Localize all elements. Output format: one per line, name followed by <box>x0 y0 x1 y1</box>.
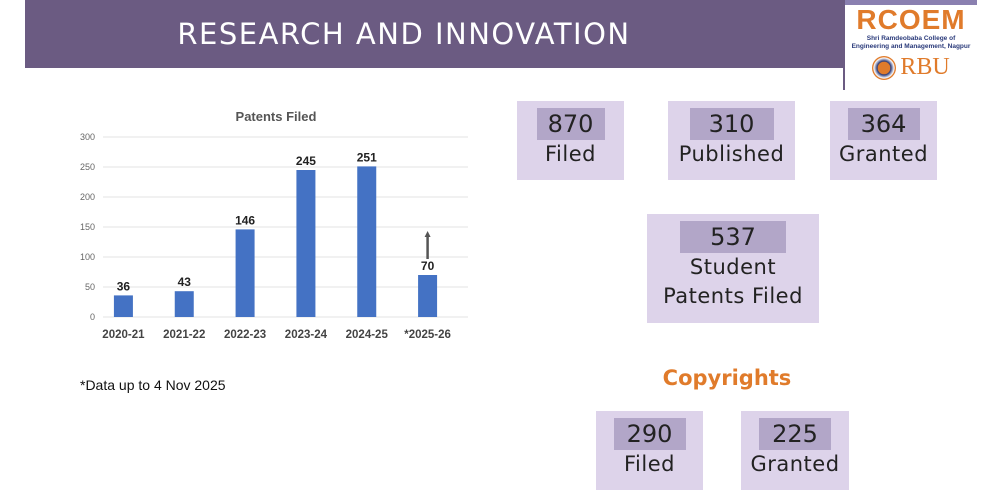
stat-label: Published <box>678 142 785 166</box>
chart-title: Patents Filed <box>236 109 317 124</box>
x-tick-label: 2022-23 <box>224 329 266 341</box>
college-logo: RCOEM Shri Ramdeobaba College of Enginee… <box>843 0 977 90</box>
data-label: 245 <box>296 154 316 168</box>
stat-value: 290 <box>613 418 686 450</box>
bar <box>418 275 438 317</box>
header-banner: RESEARCH AND INNOVATION <box>25 0 843 68</box>
logo-subtitle-1: Shri Ramdeobaba College of <box>866 35 956 42</box>
stat-label-2: Patents Filed <box>663 284 803 308</box>
stat-copyrights-filed: 290 Filed <box>596 411 703 490</box>
bar <box>357 166 377 317</box>
y-tick-label: 200 <box>80 192 95 202</box>
x-tick-label: 2021-22 <box>163 329 205 341</box>
y-tick-label: 50 <box>85 282 95 292</box>
y-tick-label: 150 <box>80 222 95 232</box>
x-tick-label: 2020-21 <box>102 329 145 341</box>
logo-subtitle-2: Engineering and Management, Nagpur <box>851 43 971 50</box>
stat-value: 537 <box>680 221 786 253</box>
stat-label: Granted <box>750 452 840 476</box>
x-tick-label: *2025-26 <box>404 329 451 341</box>
stat-patents-published: 310 Published <box>668 101 795 180</box>
stat-value: 870 <box>536 108 605 140</box>
y-tick-label: 100 <box>80 252 95 262</box>
rbu-logo: RBU <box>845 54 977 81</box>
logo-name: RCOEM <box>856 4 966 35</box>
stat-value: 364 <box>847 108 920 140</box>
stat-patents-filed: 870 Filed <box>517 101 624 180</box>
seal-icon <box>872 55 897 80</box>
stat-patents-granted: 364 Granted <box>830 101 937 180</box>
y-tick-label: 250 <box>80 162 95 172</box>
page-title: RESEARCH AND INNOVATION <box>177 17 631 51</box>
stat-copyrights-granted: 225 Granted <box>741 411 849 490</box>
data-note: *Data up to 4 Nov 2025 <box>80 377 226 393</box>
data-label: 43 <box>178 275 192 289</box>
y-tick-label: 300 <box>80 132 95 142</box>
data-label: 70 <box>421 259 435 273</box>
logo-stripe <box>845 0 977 5</box>
stat-label: Filed <box>545 142 596 166</box>
stat-student-patents: 537 Student Patents Filed <box>647 214 819 323</box>
stat-value: 225 <box>759 418 831 450</box>
x-tick-label: 2024-25 <box>346 329 389 341</box>
bar <box>235 229 255 317</box>
data-label: 146 <box>235 213 255 227</box>
bar <box>113 295 133 317</box>
stat-label-1: Student <box>689 255 777 279</box>
bar <box>296 170 316 317</box>
rbu-text: RBU <box>900 54 950 80</box>
y-tick-label: 0 <box>90 312 95 322</box>
stat-label: Granted <box>838 142 929 166</box>
stat-value: 310 <box>689 108 774 140</box>
bar <box>174 291 194 317</box>
data-label: 251 <box>357 150 377 164</box>
stat-label: Filed <box>624 452 675 476</box>
copyrights-heading: Copyrights <box>662 366 792 390</box>
data-label: 36 <box>117 279 131 293</box>
x-tick-label: 2023-24 <box>285 329 328 341</box>
arrow-head <box>424 231 431 237</box>
